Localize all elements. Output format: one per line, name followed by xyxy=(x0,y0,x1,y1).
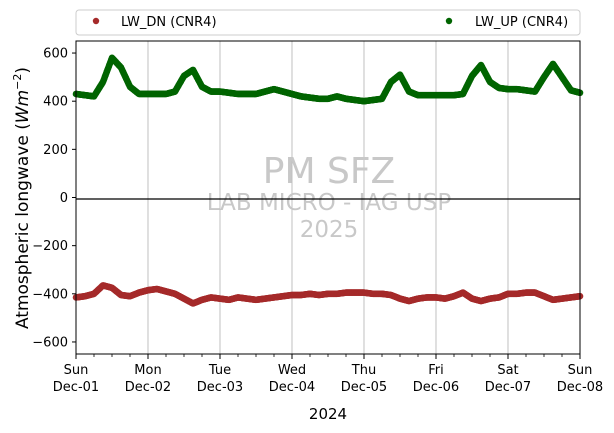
x-tick-label-date: Dec-03 xyxy=(197,380,243,395)
y-tick-label: 200 xyxy=(43,143,68,158)
legend-label-lw-dn: LW_DN (CNR4) xyxy=(121,15,217,30)
x-tick-label-day: Wed xyxy=(278,363,306,378)
watermark-line2: LAB MICRO - IAG USP xyxy=(207,190,452,216)
x-tick-label-day: Mon xyxy=(134,363,161,378)
x-tick-label-date: Dec-01 xyxy=(53,380,99,395)
legend: LW_DN (CNR4) LW_UP (CNR4) xyxy=(75,9,581,36)
x-tick-label-day: Sat xyxy=(497,363,518,378)
x-tick-label-day: Sun xyxy=(568,363,593,378)
x-tick-label-date: Dec-07 xyxy=(485,380,531,395)
watermark-line1: PM SFZ xyxy=(263,151,395,192)
watermark: PM SFZ LAB MICRO - IAG USP 2025 xyxy=(207,151,452,243)
x-tick-label-day: Fri xyxy=(428,363,444,378)
y-tick-label: 400 xyxy=(43,95,68,110)
y-tick-label: −600 xyxy=(32,335,68,350)
plot-area: PM SFZ LAB MICRO - IAG USP 2025 xyxy=(72,40,584,355)
x-tick-label-date: Dec-02 xyxy=(125,380,171,395)
legend-marker-lw-up xyxy=(445,17,453,25)
y-tick-label: 0 xyxy=(60,191,68,206)
watermark-line3: 2025 xyxy=(300,217,359,243)
x-axis: Sun Dec-01 Mon Dec-02 Tue Dec-03 Wed Dec-04 Thu D… xyxy=(53,354,603,395)
legend-label-lw-up: LW_UP (CNR4) xyxy=(475,15,568,30)
y-tick-label: −200 xyxy=(32,239,68,254)
x-tick-label-date: Dec-05 xyxy=(341,380,387,395)
x-tick-label-date: Dec-08 xyxy=(557,380,603,395)
y-axis-title: Atmospheric longwave (Wm−2) xyxy=(11,67,33,329)
x-tick-label-day: Thu xyxy=(351,363,376,378)
legend-marker-lw-dn xyxy=(92,17,100,25)
x-tick-label-date: Dec-06 xyxy=(413,380,459,395)
x-tick-label-day: Sun xyxy=(64,363,89,378)
x-tick-label-date: Dec-04 xyxy=(269,380,315,395)
y-tick-label: 600 xyxy=(43,47,68,62)
x-axis-title: 2024 xyxy=(309,405,347,423)
series-lw-up xyxy=(72,54,584,105)
legend-frame xyxy=(75,9,581,36)
series-lw-dn xyxy=(72,282,584,307)
x-tick-label-day: Tue xyxy=(208,363,231,378)
y-axis: −600 −400 −200 0 200 400 600 xyxy=(32,47,76,350)
y-tick-label: −400 xyxy=(32,287,68,302)
